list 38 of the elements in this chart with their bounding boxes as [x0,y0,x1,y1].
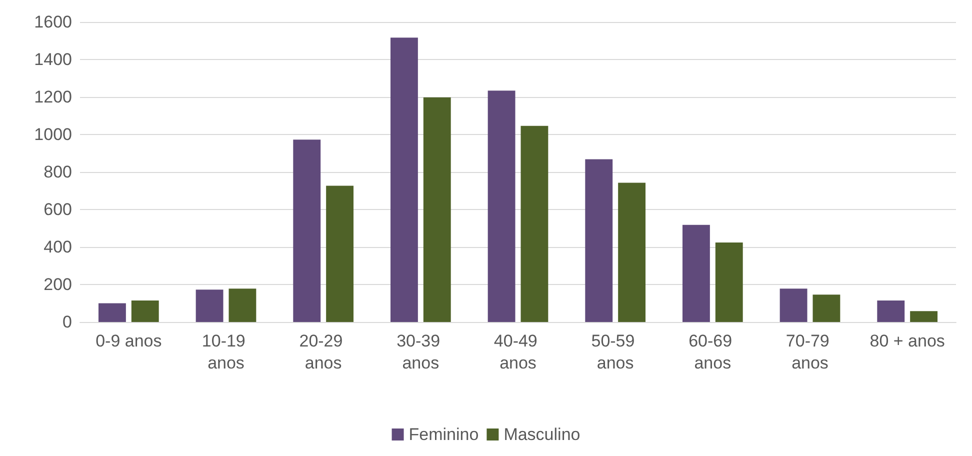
bar [812,294,840,322]
legend-label: Feminino [408,425,479,444]
y-tick-label: 400 [44,238,72,256]
y-tick-label: 0 [62,312,72,332]
y-tick-label: 600 [44,200,72,219]
x-tick-label: 40-49 anos [494,332,542,372]
x-tick-label: 10-19 anos [202,332,250,372]
bar [390,38,418,322]
bar [520,126,548,322]
y-tick-label: 1400 [34,50,72,69]
bar [423,97,451,322]
bar [196,290,224,322]
legend-label: Masculino [504,425,580,444]
x-tick-label: 70-79 anos [786,332,834,372]
bar [488,90,516,322]
bar [780,288,808,322]
x-tick-label: 20-29 anos [299,332,348,372]
bar [877,300,905,322]
y-tick-label: 800 [44,162,72,182]
x-tick-label: 80 + anos [870,332,945,350]
y-tick-label: 1600 [34,12,72,32]
bar [618,182,646,322]
x-tick-label: 0-9 anos [96,332,162,350]
bar [98,303,126,322]
bar [293,140,321,322]
y-tick-label: 1000 [34,125,72,144]
x-tick-label: 30-39 anos [396,332,445,372]
bar [682,224,710,322]
y-tick-label: 200 [44,275,72,294]
bar [131,300,159,322]
bar [910,311,938,322]
bar [326,186,354,322]
bar [715,242,743,322]
y-tick-label: 1200 [34,88,72,106]
x-tick-label: 50-59 anos [591,332,640,372]
x-tick-label: 60-69 anos [688,332,737,372]
bar [585,159,613,322]
bar [228,288,256,322]
